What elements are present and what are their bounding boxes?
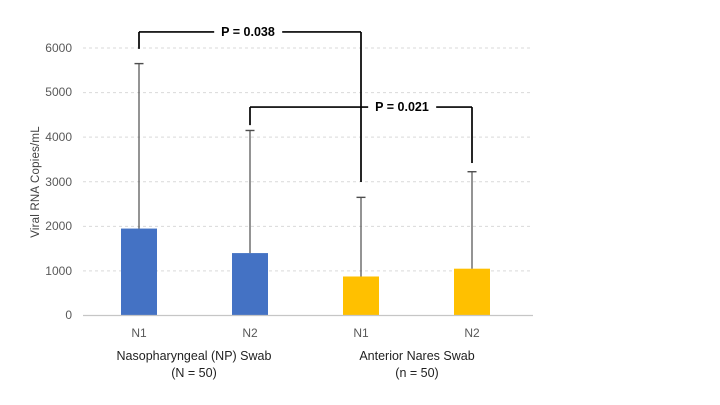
y-tick-label-5000: 5000 <box>45 85 72 99</box>
bar-NP-N2 <box>232 253 268 316</box>
y-tick-label-1000: 1000 <box>45 264 72 278</box>
group-label-an: Anterior Nares Swab (n = 50) <box>307 348 527 382</box>
bar-NP-N1 <box>121 228 157 316</box>
group-label-an-line2: (n = 50) <box>395 366 439 380</box>
group-label-np-line1: Nasopharyngeal (NP) Swab <box>116 349 272 363</box>
bar-AN-N1 <box>343 276 379 316</box>
y-tick-label-6000: 6000 <box>45 41 72 55</box>
category-label-an-n1: N1 <box>353 326 369 340</box>
category-label-np-n2: N2 <box>242 326 258 340</box>
y-tick-label-2000: 2000 <box>45 219 72 233</box>
pvalue-label-1: P = 0.038 <box>214 25 282 39</box>
y-tick-label-0: 0 <box>65 308 72 322</box>
group-label-np-line2: (N = 50) <box>171 366 217 380</box>
group-label-np: Nasopharyngeal (NP) Swab (N = 50) <box>84 348 304 382</box>
category-label-np-n1: N1 <box>131 326 147 340</box>
group-label-an-line1: Anterior Nares Swab <box>359 349 475 363</box>
y-tick-label-4000: 4000 <box>45 130 72 144</box>
y-tick-label-3000: 3000 <box>45 175 72 189</box>
bar-AN-N2 <box>454 268 490 316</box>
category-label-an-n2: N2 <box>464 326 480 340</box>
pvalue-label-2: P = 0.021 <box>368 100 436 114</box>
